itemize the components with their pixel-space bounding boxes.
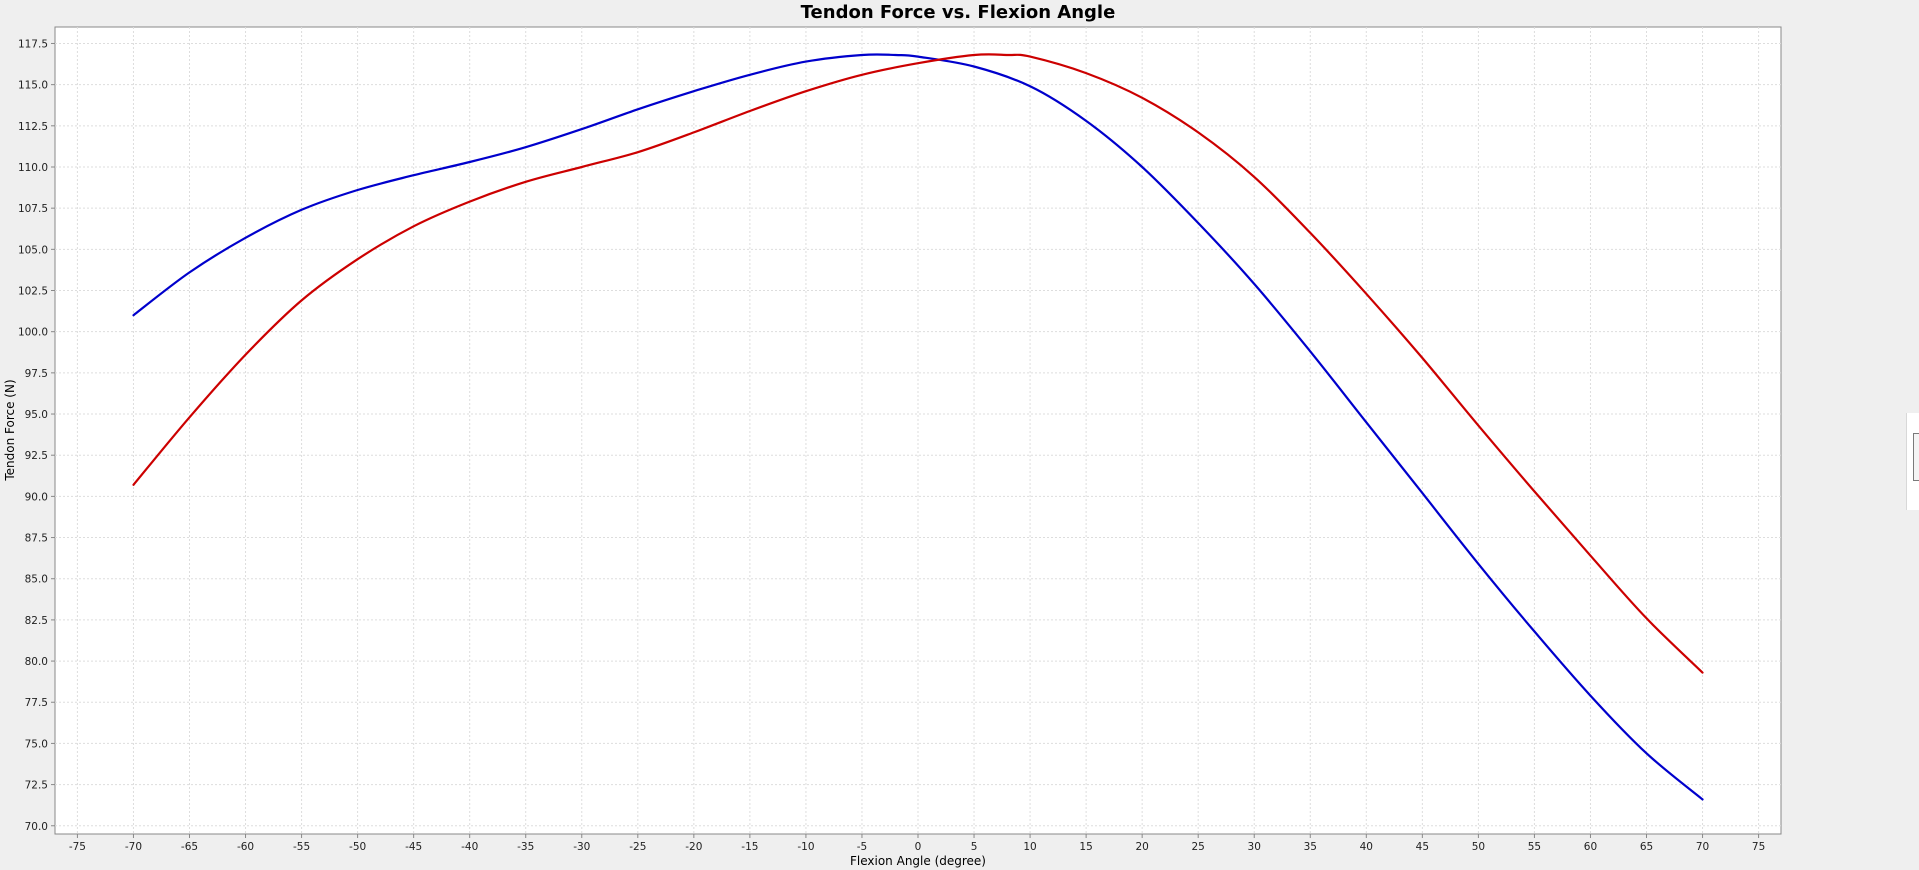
y-tick-label: 102.5 (18, 286, 48, 298)
x-tick-label: 35 (1304, 841, 1317, 853)
y-tick-label: 87.5 (25, 533, 48, 545)
x-axis-label: Flexion Angle (degree) (850, 854, 986, 868)
series-line-2 (132, 53, 1704, 674)
x-tick-label: -60 (237, 841, 254, 853)
x-tick-label: 30 (1248, 841, 1261, 853)
y-tick-label: 70.0 (25, 821, 48, 833)
y-tick-label: 110.0 (18, 162, 48, 174)
x-tick-label: -15 (741, 841, 758, 853)
x-tick-label: 65 (1640, 841, 1653, 853)
y-axis-label: Tendon Force (N) (3, 379, 17, 481)
x-tick-label: 20 (1135, 841, 1148, 853)
y-tick-label: 77.5 (25, 697, 48, 709)
y-tick-label: 115.0 (18, 80, 48, 92)
y-axis: 70.0 72.5 75.0 77.5 80.0 82.5 85.0 87.5 90.0 92.5… (18, 38, 55, 833)
x-tick-label: 55 (1528, 841, 1541, 853)
y-tick-label: 92.5 (25, 450, 48, 462)
series-line-1 (132, 53, 1704, 801)
chart-title: Tendon Force vs. Flexion Angle (801, 2, 1116, 23)
y-tick-label: 100.0 (18, 327, 48, 339)
x-tick-label: -35 (517, 841, 534, 853)
x-tick-label: 70 (1696, 841, 1709, 853)
y-tick-label: 82.5 (25, 615, 48, 627)
x-tick-label: 15 (1079, 841, 1092, 853)
y-tick-label: 72.5 (25, 780, 48, 792)
y-tick-label: 117.5 (18, 38, 48, 50)
x-tick-label: -55 (293, 841, 310, 853)
y-tick-label: 75.0 (25, 738, 48, 750)
grip-icon (1913, 433, 1919, 481)
x-tick-label: 50 (1472, 841, 1485, 853)
x-tick-label: 10 (1023, 841, 1036, 853)
y-tick-label: 80.0 (25, 656, 48, 668)
x-tick-label: -40 (461, 841, 478, 853)
x-tick-label: 0 (915, 841, 922, 853)
x-tick-label: 40 (1360, 841, 1373, 853)
x-tick-label: -75 (69, 841, 86, 853)
x-tick-label: -65 (181, 841, 198, 853)
x-tick-label: -10 (797, 841, 814, 853)
x-tick-label: 25 (1192, 841, 1205, 853)
x-tick-label: 60 (1584, 841, 1597, 853)
x-axis: -75 -70 -65 -60 -55 -50 -45 -40 -35 -30 -25 -20 -15-… (69, 834, 1765, 853)
x-tick-label: 45 (1416, 841, 1429, 853)
x-tick-label: 5 (971, 841, 978, 853)
grid (55, 27, 1781, 834)
series-group (132, 53, 1704, 801)
x-tick-label: -30 (573, 841, 590, 853)
y-tick-label: 112.5 (18, 121, 48, 133)
y-tick-label: 107.5 (18, 203, 48, 215)
y-tick-label: 85.0 (25, 574, 48, 586)
x-tick-label: 75 (1752, 841, 1765, 853)
side-panel-handle[interactable] (1906, 413, 1919, 510)
x-tick-label: -45 (405, 841, 422, 853)
y-tick-label: 97.5 (25, 368, 48, 380)
x-tick-label: -25 (629, 841, 646, 853)
y-tick-label: 95.0 (25, 409, 48, 421)
x-tick-label: -50 (349, 841, 366, 853)
y-tick-label: 105.0 (18, 244, 48, 256)
y-tick-label: 90.0 (25, 491, 48, 503)
x-tick-label: -20 (685, 841, 702, 853)
x-tick-label: -5 (857, 841, 867, 853)
x-tick-label: -70 (125, 841, 142, 853)
